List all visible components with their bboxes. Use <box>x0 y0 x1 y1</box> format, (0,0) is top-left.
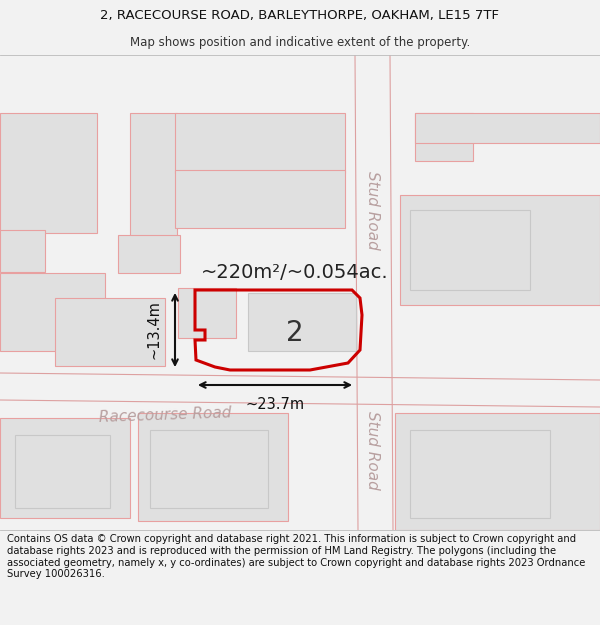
Bar <box>400 195 600 305</box>
Bar <box>178 288 236 338</box>
Bar <box>175 170 345 228</box>
Bar <box>0 113 97 233</box>
Bar <box>118 235 180 273</box>
Text: Racecourse Road: Racecourse Road <box>98 405 232 425</box>
Bar <box>410 210 530 290</box>
Text: 2: 2 <box>286 319 304 347</box>
Bar <box>150 430 268 508</box>
Text: Map shows position and indicative extent of the property.: Map shows position and indicative extent… <box>130 36 470 49</box>
Bar <box>55 298 165 366</box>
Bar <box>175 113 345 173</box>
Bar <box>0 230 45 272</box>
Text: ~220m²/~0.054ac.: ~220m²/~0.054ac. <box>201 264 389 282</box>
Bar <box>15 435 110 508</box>
Bar <box>0 418 130 518</box>
Bar <box>248 293 356 351</box>
Text: ~23.7m: ~23.7m <box>245 397 305 412</box>
Bar <box>395 413 600 530</box>
Bar <box>415 113 473 161</box>
Bar <box>0 273 105 351</box>
Bar <box>138 413 288 521</box>
Bar <box>410 430 550 518</box>
Text: Contains OS data © Crown copyright and database right 2021. This information is : Contains OS data © Crown copyright and d… <box>7 534 586 579</box>
Text: 2, RACECOURSE ROAD, BARLEYTHORPE, OAKHAM, LE15 7TF: 2, RACECOURSE ROAD, BARLEYTHORPE, OAKHAM… <box>101 9 499 22</box>
Text: Stud Road: Stud Road <box>365 171 380 249</box>
Bar <box>130 113 177 238</box>
Text: Stud Road: Stud Road <box>365 411 380 489</box>
Bar <box>415 113 600 143</box>
Text: ~13.4m: ~13.4m <box>147 301 162 359</box>
